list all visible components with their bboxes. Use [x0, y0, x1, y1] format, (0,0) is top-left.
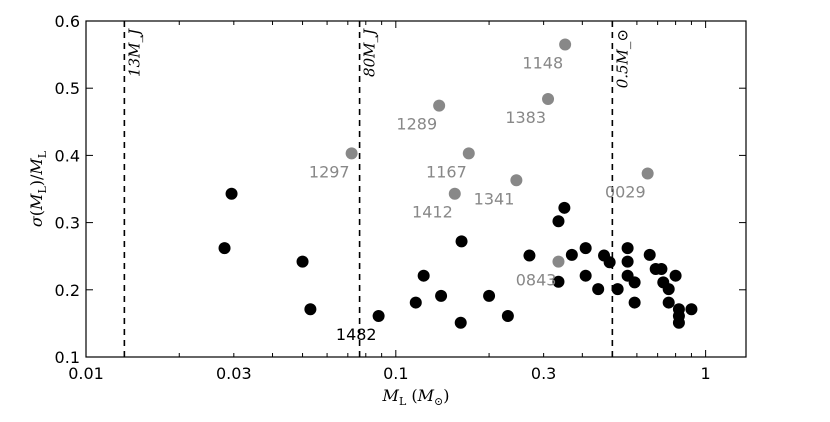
data-point	[672, 316, 685, 329]
x-axis: 0.01 0.03 0.1 0.3 1	[68, 21, 711, 383]
x-tick-label: 0.01	[68, 364, 104, 383]
x-tick-label: 0.3	[531, 364, 556, 383]
x-axis-title: ML (M⊙)	[382, 386, 450, 408]
data-point	[579, 269, 592, 282]
data-point	[655, 262, 668, 275]
reference-line-label: 0.5M_⊙	[613, 29, 631, 88]
y-tick-label: 0.3	[55, 214, 80, 233]
point-label: 1167	[426, 162, 467, 181]
data-point	[672, 303, 685, 316]
data-point	[433, 99, 446, 112]
data-point	[592, 283, 605, 296]
data-point	[552, 215, 565, 228]
data-point	[621, 242, 634, 255]
data-point	[372, 310, 385, 323]
data-point	[417, 269, 430, 282]
data-point	[552, 255, 565, 268]
reference-line-label: 13M_J	[125, 28, 143, 77]
point-label: 0029	[605, 183, 646, 202]
y-tick-label: 0.1	[55, 348, 80, 367]
data-point	[628, 276, 641, 289]
y-axis: 0.1 0.2 0.3 0.4 0.5 0.6	[55, 12, 746, 367]
reference-line-label: 80M_J	[361, 28, 379, 77]
data-point	[483, 289, 496, 302]
x-tick-label: 0.1	[383, 364, 408, 383]
data-point	[628, 296, 641, 309]
data-point	[559, 38, 572, 51]
point-label: 1148	[522, 54, 563, 73]
point-label: 1341	[474, 189, 515, 208]
y-tick-label: 0.5	[55, 79, 80, 98]
x-tick-label: 0.03	[216, 364, 252, 383]
data-point	[409, 296, 422, 309]
data-point	[345, 147, 358, 160]
data-point	[304, 303, 317, 316]
point-label: 1297	[309, 162, 350, 181]
data-point	[455, 235, 468, 248]
point-label: 1289	[396, 115, 437, 134]
data-point	[552, 275, 565, 288]
data-point	[542, 92, 555, 105]
data-point	[454, 316, 467, 329]
y-tick-label: 0.2	[55, 281, 80, 300]
data-point	[510, 174, 523, 187]
y-tick-label: 0.4	[55, 146, 80, 165]
plot-area	[85, 20, 747, 358]
y-tick-label: 0.6	[55, 12, 80, 31]
data-point	[603, 256, 616, 269]
point-label: 1383	[505, 108, 546, 127]
data-point	[621, 255, 634, 268]
data-point	[662, 283, 675, 296]
data-point	[579, 242, 592, 255]
data-point	[685, 303, 698, 316]
data-point	[225, 187, 238, 200]
y-axis-title: σ(ML)/ML	[27, 150, 49, 227]
data-point	[641, 167, 654, 180]
reference-lines: 13M_J 80M_J 0.5M_⊙	[123, 21, 631, 357]
data-point	[643, 248, 656, 261]
data-point	[218, 242, 231, 255]
data-point	[435, 289, 448, 302]
data-point	[296, 255, 309, 268]
data-point	[611, 283, 624, 296]
point-label: 1412	[412, 203, 453, 222]
data-point	[558, 201, 571, 214]
data-point	[523, 249, 536, 262]
data-point	[669, 269, 682, 282]
data-point	[462, 147, 475, 160]
data-point	[501, 310, 514, 323]
data-point	[448, 187, 461, 200]
data-points	[218, 38, 698, 329]
data-point	[662, 296, 675, 309]
x-tick-label: 1	[701, 364, 711, 383]
point-labels: 1148 1383 1289 1297 1167 1341 1412 0029 0843 1482	[309, 54, 646, 344]
data-point	[565, 248, 578, 261]
point-label: 1482	[336, 325, 377, 344]
point-label: 0843	[516, 271, 557, 290]
